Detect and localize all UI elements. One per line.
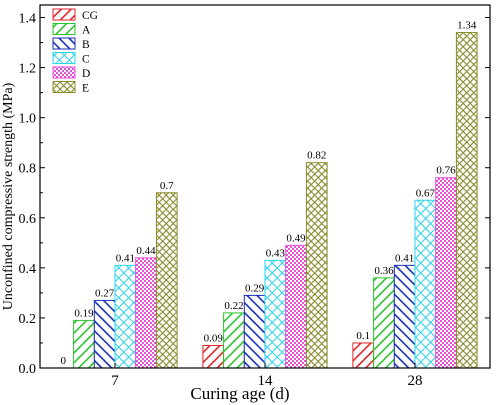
bar-cg-28 [352, 342, 375, 369]
bar-a-28 [373, 277, 395, 369]
x-tick-label: 7 [111, 373, 119, 389]
bar-b-28 [393, 264, 416, 369]
y-tick-label: 0.4 [19, 262, 37, 277]
legend-swatch-b [52, 37, 76, 50]
legend-label-cg: CG [82, 10, 98, 22]
data-label: 0.7 [160, 180, 174, 192]
bar-c-28 [414, 199, 437, 369]
data-label: 0.43 [266, 247, 286, 259]
y-axis-label: Unconfined compressive strength (MPa) [1, 82, 16, 310]
data-label: 0.44 [136, 245, 156, 257]
y-tick-label: 1.0 [19, 112, 37, 127]
bar-d-28 [435, 177, 457, 369]
bar-d-14 [285, 244, 307, 369]
legend-label-c: C [82, 54, 90, 66]
legend-swatch-d [52, 66, 76, 79]
bar-e-14 [305, 162, 328, 369]
legend-label-e: E [82, 83, 89, 95]
legend-label-d: D [82, 68, 90, 80]
bar-c-14 [264, 259, 287, 369]
x-axis-label: Curing age (d) [190, 384, 289, 403]
bar-b-14 [243, 294, 266, 369]
bar-e-28 [455, 32, 478, 369]
x-tick-label: 28 [408, 373, 423, 389]
y-tick-label: 1.4 [19, 12, 37, 27]
data-label: 0.09 [204, 332, 224, 344]
data-label: 0.41 [395, 252, 414, 264]
data-label: 0.67 [416, 187, 436, 199]
data-label: 0.82 [307, 150, 326, 162]
data-label: 0.49 [286, 232, 306, 244]
y-tick-label: 0.8 [19, 162, 37, 177]
bar-c-7 [114, 264, 137, 369]
legend-swatch-c [52, 52, 76, 64]
data-label: 1.34 [457, 20, 477, 32]
bar-a-7 [73, 319, 95, 369]
y-tick-label: 1.2 [19, 62, 37, 77]
legend-swatch-e [52, 81, 76, 93]
data-label: 0.1 [356, 330, 370, 342]
x-tick-label: 14 [258, 373, 274, 389]
data-label: 0.19 [74, 307, 94, 319]
bar-cg-14 [202, 344, 225, 369]
y-tick-label: 0.0 [19, 362, 37, 377]
bar-a-14 [223, 312, 245, 369]
legend-label-a: A [82, 25, 91, 37]
data-label: 0.29 [245, 282, 265, 294]
data-label: 0.27 [95, 287, 115, 299]
data-label: 0.76 [436, 165, 456, 177]
y-tick-label: 0.6 [19, 212, 37, 227]
legend-swatch-a [52, 23, 76, 35]
legend-label-b: B [82, 39, 90, 51]
bar-d-7 [135, 257, 157, 369]
bar-e-7 [155, 192, 178, 369]
data-label: 0 [61, 355, 67, 367]
bars [73, 32, 478, 369]
bar-b-7 [93, 299, 116, 369]
data-label: 0.41 [116, 252, 135, 264]
data-labels: 00.190.270.410.440.70.090.220.290.430.49… [61, 20, 477, 367]
legend-swatch-cg [52, 8, 76, 21]
data-label: 0.36 [374, 265, 394, 277]
data-label: 0.22 [224, 300, 243, 312]
y-tick-label: 0.2 [19, 312, 37, 327]
